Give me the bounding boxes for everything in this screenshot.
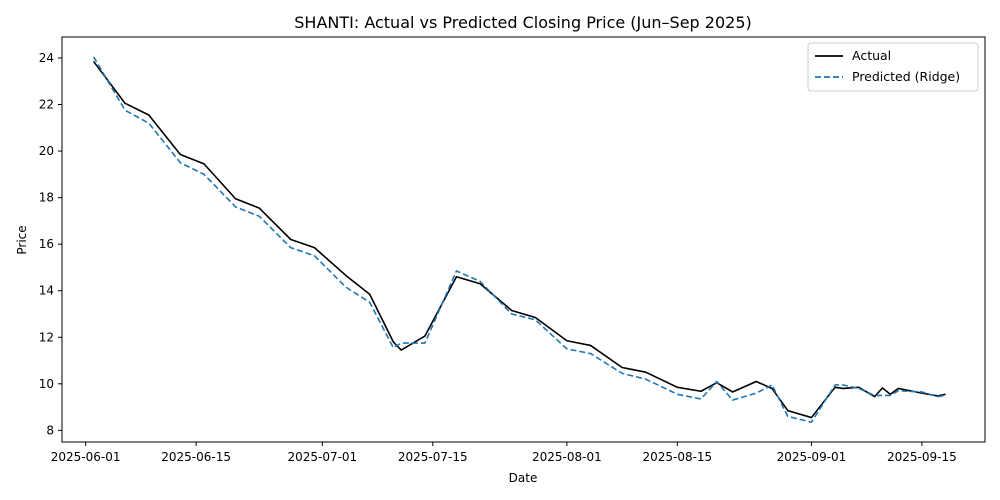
- y-axis: 8 10 12 14 16 18 20 22 24: [39, 51, 62, 437]
- chart-title: SHANTI: Actual vs Predicted Closing Pric…: [294, 13, 752, 32]
- y-tick-label: 12: [39, 330, 54, 344]
- y-tick-label: 20: [39, 144, 54, 158]
- x-tick-label: 2025-08-01: [532, 450, 602, 464]
- legend-box: [807, 42, 979, 92]
- series-line-predicted: [92, 56, 946, 424]
- x-tick-label: 2025-06-15: [161, 450, 231, 464]
- x-tick-label: 2025-08-15: [642, 450, 712, 464]
- y-tick-label: 8: [46, 423, 54, 437]
- x-tick-label: 2025-09-15: [887, 450, 957, 464]
- y-tick-label: 10: [39, 377, 54, 391]
- x-tick-label: 2025-06-01: [51, 450, 121, 464]
- legend: Actual Predicted (Ridge): [807, 42, 979, 92]
- y-tick-label: 16: [39, 237, 54, 251]
- x-axis-title: Date: [509, 471, 538, 485]
- x-tick-label: 2025-09-01: [777, 450, 847, 464]
- y-axis-title: Price: [15, 225, 29, 254]
- x-axis: 2025-06-01 2025-06-15 2025-07-01 2025-07-15…: [51, 442, 957, 464]
- plot-frame: [61, 36, 986, 443]
- x-tick-label: 2025-07-01: [287, 450, 357, 464]
- y-tick-label: 24: [39, 51, 54, 65]
- y-tick-label: 22: [39, 98, 54, 112]
- legend-label-actual: Actual: [852, 48, 891, 63]
- series-line-actual: [92, 60, 946, 419]
- y-tick-label: 18: [39, 191, 54, 205]
- y-tick-label: 14: [39, 284, 54, 298]
- plot-lines: [92, 56, 946, 424]
- x-tick-label: 2025-07-15: [398, 450, 468, 464]
- legend-label-predicted: Predicted (Ridge): [852, 69, 960, 84]
